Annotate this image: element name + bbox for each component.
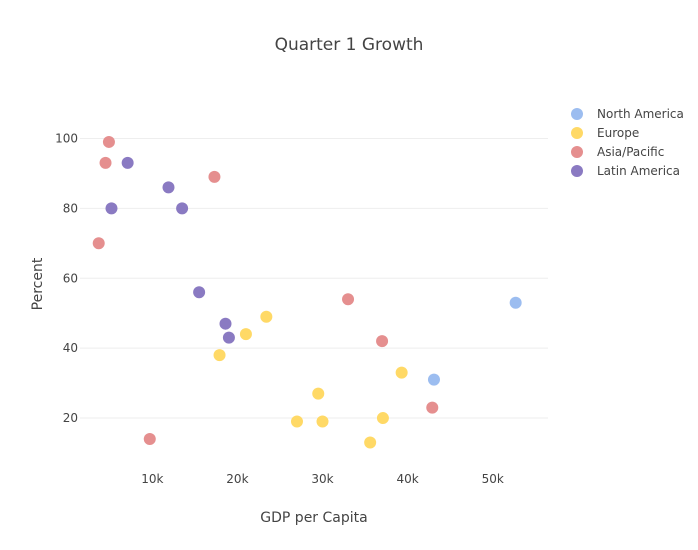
legend-marker bbox=[571, 108, 583, 120]
data-point bbox=[99, 156, 112, 169]
y-axis-ticks: 20 40 60 80 100 bbox=[55, 131, 78, 425]
x-tick-label: 20k bbox=[226, 472, 248, 486]
legend-label: Europe bbox=[597, 126, 639, 140]
legend: North America Europe Asia/Pacific Latin Ame… bbox=[571, 107, 684, 178]
y-tick-label: 80 bbox=[63, 201, 78, 215]
data-point bbox=[208, 170, 221, 183]
x-axis-title: GDP per Capita bbox=[260, 510, 367, 526]
data-point bbox=[219, 317, 232, 330]
data-point bbox=[102, 135, 115, 148]
data-point bbox=[176, 202, 189, 215]
data-point bbox=[105, 202, 118, 215]
x-tick-label: 10k bbox=[141, 472, 163, 486]
grid-lines bbox=[80, 137, 548, 419]
data-point bbox=[222, 331, 235, 344]
data-point bbox=[509, 296, 522, 309]
data-point bbox=[316, 415, 329, 428]
legend-label: Latin America bbox=[597, 164, 680, 178]
legend-label: Asia/Pacific bbox=[597, 145, 664, 159]
data-point bbox=[427, 373, 440, 386]
data-point bbox=[364, 436, 377, 449]
data-point bbox=[376, 412, 389, 425]
legend-label: North America bbox=[597, 107, 684, 121]
data-point bbox=[290, 415, 303, 428]
data-point bbox=[193, 286, 206, 299]
legend-marker bbox=[571, 146, 583, 158]
data-point bbox=[395, 366, 408, 379]
data-point bbox=[143, 433, 156, 446]
data-point bbox=[312, 387, 325, 400]
y-tick-label: 100 bbox=[55, 131, 78, 145]
legend-marker bbox=[571, 127, 583, 139]
y-tick-label: 40 bbox=[63, 341, 78, 355]
y-tick-label: 20 bbox=[63, 411, 78, 425]
data-point bbox=[376, 335, 389, 348]
chart-title: Quarter 1 Growth bbox=[275, 35, 424, 55]
data-point bbox=[239, 328, 252, 341]
data-points bbox=[92, 135, 522, 449]
x-tick-label: 30k bbox=[311, 472, 333, 486]
x-tick-label: 40k bbox=[396, 472, 418, 486]
x-axis-ticks: 10k 20k 30k 40k 50k bbox=[141, 472, 504, 486]
y-axis-title: Percent bbox=[30, 257, 46, 310]
data-point bbox=[426, 401, 439, 414]
data-point bbox=[342, 293, 355, 306]
data-point bbox=[162, 181, 175, 194]
y-tick-label: 60 bbox=[63, 271, 78, 285]
x-tick-label: 50k bbox=[482, 472, 504, 486]
data-point bbox=[92, 237, 105, 250]
legend-marker bbox=[571, 165, 583, 177]
data-point bbox=[213, 349, 226, 362]
data-point bbox=[260, 310, 273, 323]
data-point bbox=[121, 156, 134, 169]
